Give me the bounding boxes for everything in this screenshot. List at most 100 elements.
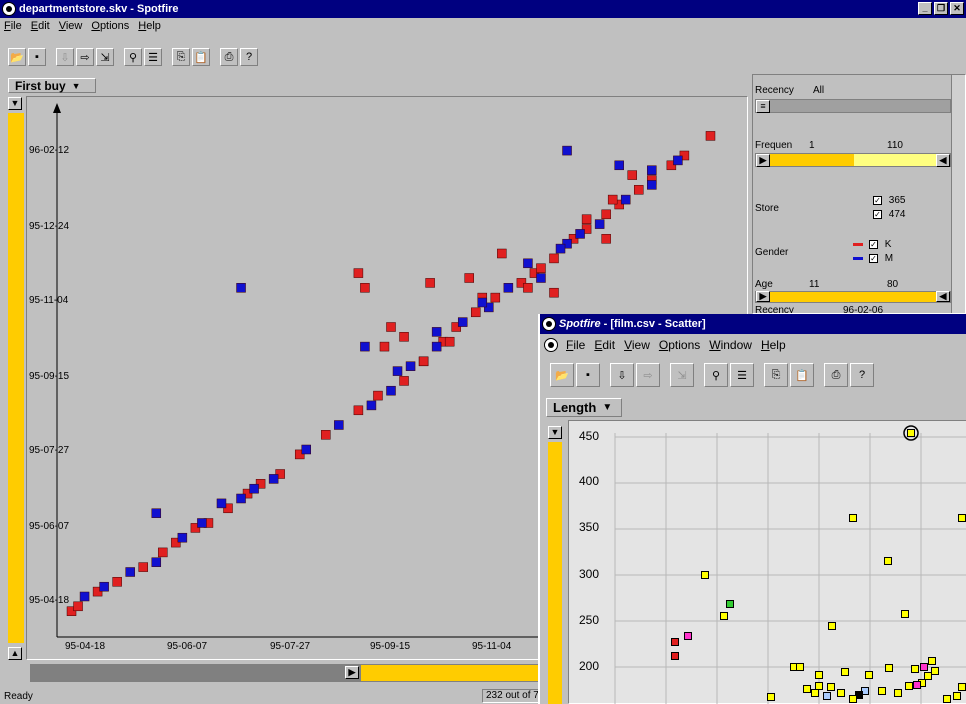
age-slider[interactable]: ▶ ◀ xyxy=(755,291,951,303)
scatter-point-k[interactable] xyxy=(490,292,501,303)
scatter-point-k[interactable] xyxy=(549,253,559,264)
scatter-point-m[interactable] xyxy=(673,155,683,166)
film-scatter-point[interactable] xyxy=(726,600,734,608)
film-scatter-point[interactable] xyxy=(849,695,857,703)
menu-view[interactable]: View xyxy=(58,20,83,32)
scatter-point-m[interactable] xyxy=(477,297,488,308)
scatter-point-k[interactable] xyxy=(66,606,77,616)
store-checkbox-474[interactable]: ✓ 474 xyxy=(873,209,906,220)
scatter-point-k[interactable] xyxy=(666,160,677,171)
scatter-point-k[interactable] xyxy=(536,263,546,273)
scatter-point-m[interactable] xyxy=(594,219,605,229)
film-scatter-point[interactable] xyxy=(894,689,902,697)
scatter-point-k[interactable] xyxy=(92,586,103,597)
film-scatter-point[interactable] xyxy=(811,689,819,697)
film-y-range-slider[interactable] xyxy=(548,442,562,704)
scatter-point-k[interactable] xyxy=(386,322,396,332)
scatter-point-m[interactable] xyxy=(405,361,416,371)
film-scatter-point[interactable] xyxy=(958,514,966,522)
scatter-point-k[interactable] xyxy=(425,278,435,288)
scatter-point-k[interactable] xyxy=(601,234,611,244)
scatter-point-m[interactable] xyxy=(575,229,585,239)
scatter-point-m[interactable] xyxy=(614,160,624,171)
scatter-point-k[interactable] xyxy=(242,488,253,499)
scatter-point-k[interactable] xyxy=(399,376,409,386)
scatter-point-k[interactable] xyxy=(373,390,383,401)
film-scatter-point[interactable] xyxy=(827,683,835,691)
scatter-point-k[interactable] xyxy=(112,577,122,587)
scatter-point-m[interactable] xyxy=(484,302,494,313)
save-icon[interactable]: ▪ xyxy=(28,48,46,66)
scatter-point-m[interactable] xyxy=(431,327,442,337)
recency-handle[interactable]: ≡ xyxy=(756,100,770,113)
film-scatter-point[interactable] xyxy=(803,685,811,693)
y-scroll-down[interactable]: ▲ xyxy=(8,647,22,660)
scatter-point-k[interactable] xyxy=(634,185,644,195)
query-icon[interactable]: ⚲ xyxy=(124,48,142,66)
scatter-point-m[interactable] xyxy=(392,366,403,376)
open-icon[interactable]: 📂 xyxy=(550,363,574,387)
scatter-point-k[interactable] xyxy=(568,234,579,244)
scatter-point-m[interactable] xyxy=(562,145,572,156)
save-icon[interactable]: ▪ xyxy=(576,363,600,387)
scatter-point-k[interactable] xyxy=(353,405,364,416)
scatter-point-m[interactable] xyxy=(99,581,109,592)
film-scatter-point[interactable] xyxy=(828,622,836,630)
scatter-point-k[interactable] xyxy=(321,430,331,440)
age-min-handle[interactable]: ▶ xyxy=(756,291,770,302)
spotfire-app-icon[interactable] xyxy=(2,2,16,16)
export-icon[interactable]: ⇨ xyxy=(636,363,660,387)
film-menu-edit[interactable]: Edit xyxy=(594,338,616,352)
scatter-point-m[interactable] xyxy=(457,317,468,327)
scatter-point-k[interactable] xyxy=(627,170,637,180)
scatter-point-k[interactable] xyxy=(353,268,364,278)
restore-button[interactable]: ❐ xyxy=(934,2,948,15)
minimize-button[interactable]: _ xyxy=(918,2,932,15)
film-scatter-point[interactable] xyxy=(924,672,932,680)
scatter-point-m[interactable] xyxy=(249,483,259,494)
scatter-point-m[interactable] xyxy=(555,243,566,254)
gender-checkbox-m[interactable]: ✓ M xyxy=(853,253,893,264)
scatter-point-k[interactable] xyxy=(614,199,624,210)
scatter-point-m[interactable] xyxy=(523,258,533,269)
film-scatter-point[interactable] xyxy=(865,671,873,679)
scatter-point-k[interactable] xyxy=(679,150,690,161)
scatter-point-m[interactable] xyxy=(301,444,311,455)
film-menu-window[interactable]: Window xyxy=(709,338,752,352)
scatter-point-k[interactable] xyxy=(471,307,481,318)
frequency-max-handle[interactable]: ◀ xyxy=(936,154,950,167)
scatter-point-m[interactable] xyxy=(334,420,344,430)
scatter-point-k[interactable] xyxy=(581,224,592,234)
main-title-bar[interactable]: departmentstore.skv - Spotfire _ ❐ ✕ xyxy=(0,0,966,18)
film-scatter-point[interactable] xyxy=(907,429,915,437)
frequency-min-handle[interactable]: ▶ xyxy=(756,154,770,167)
copy-icon[interactable]: ⎘ xyxy=(764,363,788,387)
film-scatter-point[interactable] xyxy=(878,687,886,695)
film-scatter-point[interactable] xyxy=(911,665,919,673)
scatter-point-m[interactable] xyxy=(647,180,657,190)
copy-icon[interactable]: ⎘ xyxy=(172,48,190,66)
scatter-point-k[interactable] xyxy=(138,562,148,572)
scatter-point-m[interactable] xyxy=(431,341,442,352)
scatter-point-k[interactable] xyxy=(275,469,285,479)
scatter-point-k[interactable] xyxy=(497,248,507,259)
store-checkbox-365[interactable]: ✓ 365 xyxy=(873,195,906,206)
scatter-point-m[interactable] xyxy=(236,283,246,293)
scatter-point-m[interactable] xyxy=(620,194,631,205)
paste-icon[interactable]: 📋 xyxy=(790,363,814,387)
scatter-point-k[interactable] xyxy=(464,273,474,283)
scatter-point-m[interactable] xyxy=(79,591,90,602)
y-axis-selector[interactable]: First buy ▼ xyxy=(8,78,96,93)
scatter-point-k[interactable] xyxy=(581,214,592,224)
export-icon[interactable]: ⇨ xyxy=(76,48,94,66)
menu-file[interactable]: File xyxy=(4,20,22,32)
paste-icon[interactable]: 📋 xyxy=(192,48,210,66)
film-scatter-point[interactable] xyxy=(953,692,961,700)
query-icon[interactable]: ⚲ xyxy=(704,363,728,387)
scatter-point-k[interactable] xyxy=(516,278,527,288)
highlight-marker[interactable] xyxy=(903,425,919,441)
film-scatter-point[interactable] xyxy=(684,632,692,640)
x-slider-handle[interactable]: ▶ xyxy=(345,666,359,679)
film-plot-area[interactable]: 450 400 350 300 250 200 xyxy=(568,420,966,704)
scatter-point-m[interactable] xyxy=(647,165,657,175)
